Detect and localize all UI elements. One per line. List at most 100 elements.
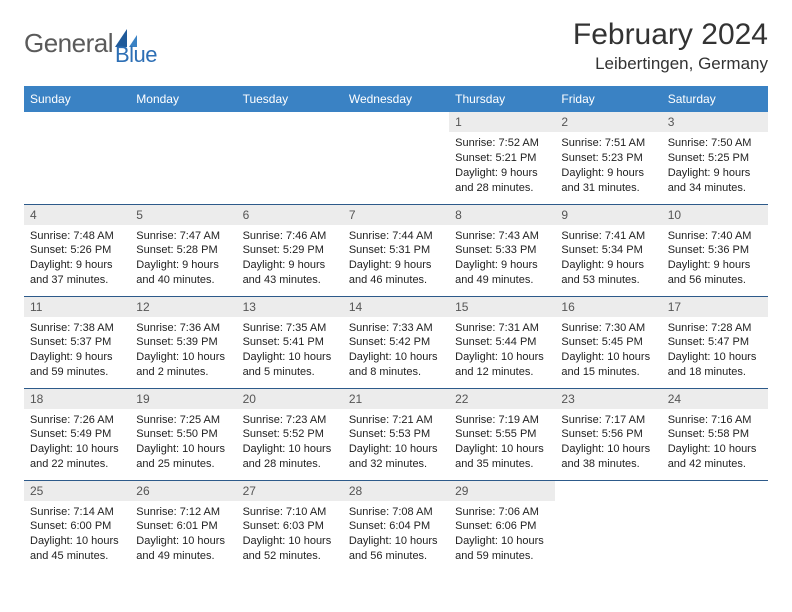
- day-number: 27: [237, 481, 343, 501]
- info-d1: Daylight: 10 hours: [243, 350, 337, 365]
- info-d1: Daylight: 10 hours: [561, 442, 655, 457]
- day-number: 3: [662, 112, 768, 132]
- day-cell: 18Sunrise: 7:26 AMSunset: 5:49 PMDayligh…: [24, 388, 130, 480]
- info-ss: Sunset: 5:41 PM: [243, 335, 337, 350]
- info-ss: Sunset: 5:37 PM: [30, 335, 124, 350]
- empty-cell: [130, 112, 236, 204]
- info-sr: Sunrise: 7:33 AM: [349, 321, 443, 336]
- calendar-row: 25Sunrise: 7:14 AMSunset: 6:00 PMDayligh…: [24, 480, 768, 572]
- info-d2: and 35 minutes.: [455, 457, 549, 472]
- day-number: 9: [555, 205, 661, 225]
- day-info: Sunrise: 7:19 AMSunset: 5:55 PMDaylight:…: [449, 409, 555, 478]
- info-d1: Daylight: 9 hours: [561, 258, 655, 273]
- info-sr: Sunrise: 7:16 AM: [668, 413, 762, 428]
- info-d1: Daylight: 10 hours: [349, 442, 443, 457]
- info-ss: Sunset: 5:45 PM: [561, 335, 655, 350]
- info-sr: Sunrise: 7:31 AM: [455, 321, 549, 336]
- info-ss: Sunset: 5:21 PM: [455, 151, 549, 166]
- info-ss: Sunset: 6:04 PM: [349, 519, 443, 534]
- info-ss: Sunset: 5:55 PM: [455, 427, 549, 442]
- day-number: 12: [130, 297, 236, 317]
- info-d1: Daylight: 10 hours: [349, 350, 443, 365]
- day-cell: 9Sunrise: 7:41 AMSunset: 5:34 PMDaylight…: [555, 204, 661, 296]
- info-ss: Sunset: 5:42 PM: [349, 335, 443, 350]
- info-ss: Sunset: 6:01 PM: [136, 519, 230, 534]
- month-title: February 2024: [573, 18, 768, 52]
- info-d1: Daylight: 10 hours: [349, 534, 443, 549]
- day-cell: 19Sunrise: 7:25 AMSunset: 5:50 PMDayligh…: [130, 388, 236, 480]
- day-info: Sunrise: 7:31 AMSunset: 5:44 PMDaylight:…: [449, 317, 555, 386]
- info-sr: Sunrise: 7:46 AM: [243, 229, 337, 244]
- day-number: 19: [130, 389, 236, 409]
- info-d2: and 59 minutes.: [30, 365, 124, 380]
- day-number: 25: [24, 481, 130, 501]
- day-number: 10: [662, 205, 768, 225]
- day-info: Sunrise: 7:12 AMSunset: 6:01 PMDaylight:…: [130, 501, 236, 570]
- day-cell: 16Sunrise: 7:30 AMSunset: 5:45 PMDayligh…: [555, 296, 661, 388]
- day-number: 4: [24, 205, 130, 225]
- info-ss: Sunset: 5:33 PM: [455, 243, 549, 258]
- info-sr: Sunrise: 7:48 AM: [30, 229, 124, 244]
- day-cell: 3Sunrise: 7:50 AMSunset: 5:25 PMDaylight…: [662, 112, 768, 204]
- empty-cell: [343, 112, 449, 204]
- info-d1: Daylight: 10 hours: [243, 534, 337, 549]
- info-sr: Sunrise: 7:30 AM: [561, 321, 655, 336]
- day-info: Sunrise: 7:26 AMSunset: 5:49 PMDaylight:…: [24, 409, 130, 478]
- info-sr: Sunrise: 7:28 AM: [668, 321, 762, 336]
- info-ss: Sunset: 6:00 PM: [30, 519, 124, 534]
- info-d1: Daylight: 10 hours: [455, 442, 549, 457]
- info-d2: and 43 minutes.: [243, 273, 337, 288]
- day-cell: 8Sunrise: 7:43 AMSunset: 5:33 PMDaylight…: [449, 204, 555, 296]
- day-cell: 17Sunrise: 7:28 AMSunset: 5:47 PMDayligh…: [662, 296, 768, 388]
- info-d1: Daylight: 10 hours: [243, 442, 337, 457]
- info-ss: Sunset: 5:50 PM: [136, 427, 230, 442]
- day-cell: 26Sunrise: 7:12 AMSunset: 6:01 PMDayligh…: [130, 480, 236, 572]
- info-sr: Sunrise: 7:38 AM: [30, 321, 124, 336]
- title-block: February 2024 Leibertingen, Germany: [573, 18, 768, 74]
- info-d2: and 59 minutes.: [455, 549, 549, 564]
- day-info: Sunrise: 7:08 AMSunset: 6:04 PMDaylight:…: [343, 501, 449, 570]
- info-ss: Sunset: 5:47 PM: [668, 335, 762, 350]
- day-cell: 2Sunrise: 7:51 AMSunset: 5:23 PMDaylight…: [555, 112, 661, 204]
- day-number: 21: [343, 389, 449, 409]
- day-cell: 20Sunrise: 7:23 AMSunset: 5:52 PMDayligh…: [237, 388, 343, 480]
- day-number: 6: [237, 205, 343, 225]
- day-info: Sunrise: 7:10 AMSunset: 6:03 PMDaylight:…: [237, 501, 343, 570]
- info-d2: and 25 minutes.: [136, 457, 230, 472]
- info-d1: Daylight: 9 hours: [455, 166, 549, 181]
- day-number: 5: [130, 205, 236, 225]
- info-d2: and 28 minutes.: [455, 181, 549, 196]
- day-cell: 13Sunrise: 7:35 AMSunset: 5:41 PMDayligh…: [237, 296, 343, 388]
- info-sr: Sunrise: 7:43 AM: [455, 229, 549, 244]
- info-sr: Sunrise: 7:50 AM: [668, 136, 762, 151]
- day-number: 26: [130, 481, 236, 501]
- calendar-row: 4Sunrise: 7:48 AMSunset: 5:26 PMDaylight…: [24, 204, 768, 296]
- info-sr: Sunrise: 7:17 AM: [561, 413, 655, 428]
- day-info: Sunrise: 7:48 AMSunset: 5:26 PMDaylight:…: [24, 225, 130, 294]
- info-ss: Sunset: 5:39 PM: [136, 335, 230, 350]
- logo: General Blue: [24, 18, 157, 68]
- info-sr: Sunrise: 7:44 AM: [349, 229, 443, 244]
- info-d2: and 56 minutes.: [349, 549, 443, 564]
- info-d2: and 31 minutes.: [561, 181, 655, 196]
- info-d1: Daylight: 9 hours: [668, 166, 762, 181]
- day-info: Sunrise: 7:06 AMSunset: 6:06 PMDaylight:…: [449, 501, 555, 570]
- day-number: 17: [662, 297, 768, 317]
- info-d1: Daylight: 9 hours: [136, 258, 230, 273]
- col-tuesday: Tuesday: [237, 86, 343, 112]
- day-number: 15: [449, 297, 555, 317]
- day-info: Sunrise: 7:51 AMSunset: 5:23 PMDaylight:…: [555, 132, 661, 201]
- info-d2: and 18 minutes.: [668, 365, 762, 380]
- info-sr: Sunrise: 7:36 AM: [136, 321, 230, 336]
- day-info: Sunrise: 7:38 AMSunset: 5:37 PMDaylight:…: [24, 317, 130, 386]
- info-d2: and 22 minutes.: [30, 457, 124, 472]
- day-info: Sunrise: 7:17 AMSunset: 5:56 PMDaylight:…: [555, 409, 661, 478]
- day-info: Sunrise: 7:41 AMSunset: 5:34 PMDaylight:…: [555, 225, 661, 294]
- info-d1: Daylight: 10 hours: [561, 350, 655, 365]
- day-info: Sunrise: 7:30 AMSunset: 5:45 PMDaylight:…: [555, 317, 661, 386]
- info-d2: and 49 minutes.: [455, 273, 549, 288]
- info-ss: Sunset: 5:36 PM: [668, 243, 762, 258]
- info-sr: Sunrise: 7:25 AM: [136, 413, 230, 428]
- info-d2: and 15 minutes.: [561, 365, 655, 380]
- day-cell: 11Sunrise: 7:38 AMSunset: 5:37 PMDayligh…: [24, 296, 130, 388]
